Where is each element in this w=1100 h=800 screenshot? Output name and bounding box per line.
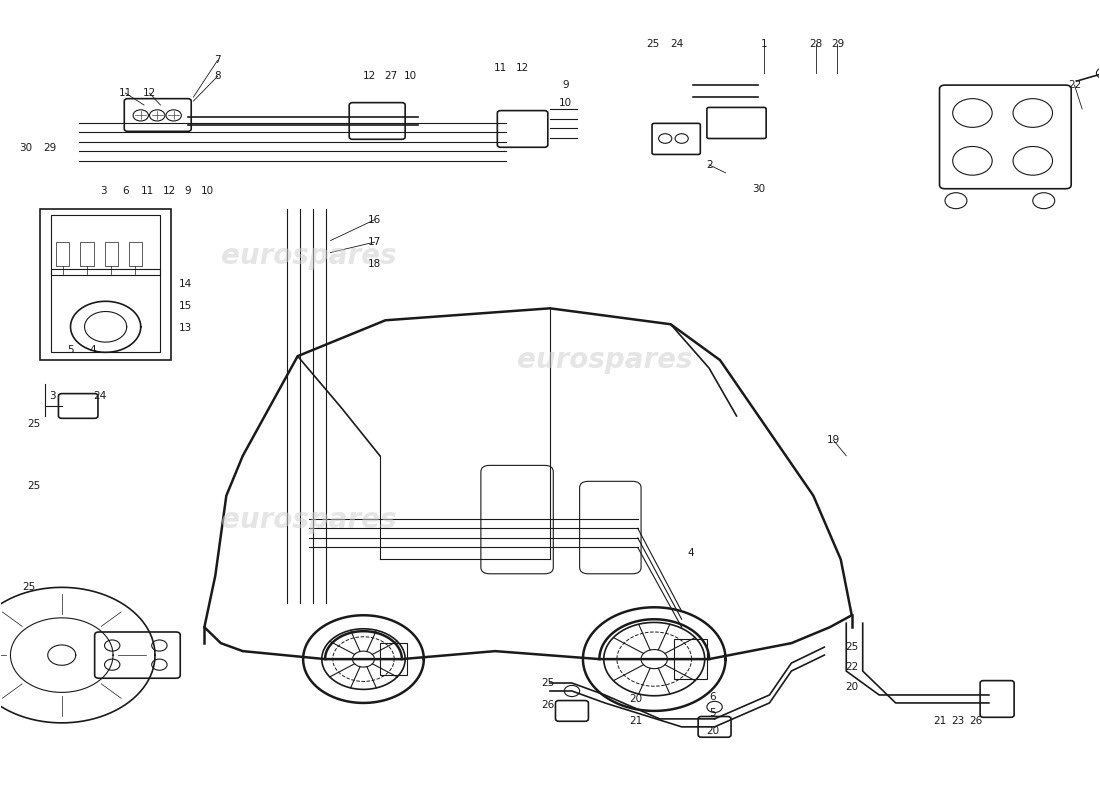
- Text: 4: 4: [89, 345, 96, 354]
- Text: 11: 11: [141, 186, 154, 196]
- Text: 22: 22: [845, 662, 858, 672]
- Text: 24: 24: [671, 39, 684, 50]
- Text: 10: 10: [559, 98, 572, 109]
- Text: 18: 18: [367, 259, 381, 270]
- Text: 19: 19: [826, 435, 839, 445]
- Text: 25: 25: [845, 642, 858, 652]
- Bar: [379, 643, 407, 675]
- Text: 2: 2: [706, 160, 713, 170]
- Text: 11: 11: [494, 63, 507, 74]
- Text: 11: 11: [119, 88, 132, 98]
- Text: 30: 30: [19, 143, 32, 153]
- Text: 5: 5: [67, 345, 74, 354]
- Text: 25: 25: [28, 481, 41, 491]
- Text: 26: 26: [969, 716, 982, 726]
- Text: 23: 23: [952, 716, 965, 726]
- Bar: [129, 242, 142, 266]
- Text: 12: 12: [516, 63, 529, 74]
- Text: eurospares: eurospares: [221, 506, 396, 534]
- Text: 28: 28: [808, 39, 822, 50]
- Text: 20: 20: [845, 682, 858, 692]
- Text: 8: 8: [214, 71, 221, 82]
- Text: 7: 7: [214, 55, 221, 66]
- Text: 21: 21: [933, 716, 946, 726]
- Text: 25: 25: [541, 678, 554, 688]
- Text: 4: 4: [688, 548, 694, 558]
- Text: 12: 12: [163, 186, 176, 196]
- Text: 25: 25: [647, 39, 660, 50]
- Text: 3: 3: [50, 391, 56, 401]
- Text: 22: 22: [1068, 80, 1081, 90]
- Bar: [674, 639, 707, 679]
- Text: 27: 27: [384, 71, 397, 82]
- Text: 25: 25: [22, 582, 35, 592]
- Text: 29: 29: [830, 39, 844, 50]
- Text: 29: 29: [43, 143, 56, 153]
- Text: 20: 20: [629, 694, 642, 704]
- Text: 17: 17: [367, 237, 381, 247]
- Bar: [51, 214, 161, 275]
- Text: 12: 12: [143, 88, 156, 98]
- Text: 9: 9: [562, 80, 569, 90]
- Text: 10: 10: [201, 186, 214, 196]
- Text: 13: 13: [179, 323, 192, 334]
- Bar: [56, 242, 69, 266]
- Bar: [40, 209, 172, 360]
- Text: 25: 25: [28, 419, 41, 429]
- Bar: [51, 269, 161, 352]
- Text: eurospares: eurospares: [221, 242, 396, 270]
- Text: 1: 1: [760, 39, 768, 50]
- Text: 16: 16: [367, 215, 381, 225]
- Text: 20: 20: [706, 726, 719, 736]
- Text: 21: 21: [629, 716, 642, 726]
- Text: 6: 6: [710, 691, 716, 702]
- Text: 24: 24: [94, 391, 107, 401]
- Text: 26: 26: [541, 699, 554, 710]
- Text: 9: 9: [185, 186, 191, 196]
- Bar: [80, 242, 94, 266]
- Text: 6: 6: [122, 186, 129, 196]
- Text: 10: 10: [404, 71, 417, 82]
- Text: 14: 14: [179, 279, 192, 290]
- Bar: [104, 242, 118, 266]
- Text: eurospares: eurospares: [517, 346, 693, 374]
- Text: 12: 12: [362, 71, 375, 82]
- Text: 15: 15: [179, 301, 192, 311]
- Text: 30: 30: [752, 184, 764, 194]
- Text: 5: 5: [710, 707, 716, 718]
- Text: 3: 3: [100, 186, 107, 196]
